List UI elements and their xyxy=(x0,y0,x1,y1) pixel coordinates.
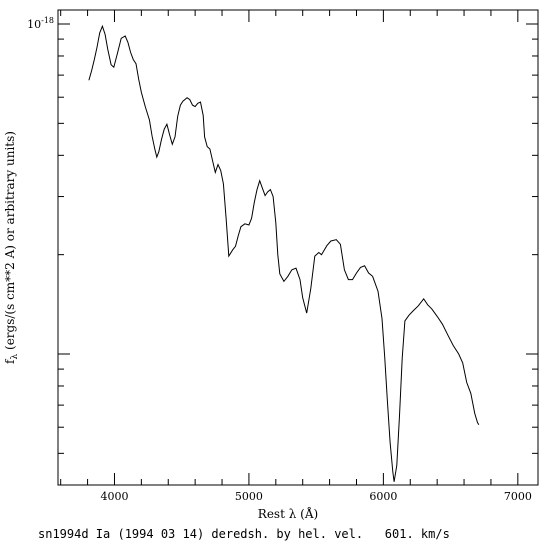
x-tick-label: 7000 xyxy=(504,490,532,503)
tick-labels: 4000 5000 6000 7000 xyxy=(100,490,531,503)
y-axis-label-base: f xyxy=(3,358,17,364)
x-tick-label: 6000 xyxy=(369,490,397,503)
y-axis-label: fλ (ergs/(s cm**2 A) or arbitrary units) xyxy=(3,131,20,364)
x-tick-label: 4000 xyxy=(100,490,128,503)
spectrum-line xyxy=(88,24,480,482)
y-axis-label-rest: (ergs/(s cm**2 A) or arbitrary units) xyxy=(3,131,17,354)
y-tick-label: 10-18 xyxy=(27,16,54,31)
x-tick-label: 5000 xyxy=(235,490,263,503)
y-axis-label-sub: λ xyxy=(10,354,20,360)
plot-frame xyxy=(57,9,539,486)
axis-ticks xyxy=(58,10,538,485)
spectrum-caption: sn1994d Ia (1994 03 14) deredsh. by hel.… xyxy=(38,527,450,541)
x-axis-label: Rest λ (Å) xyxy=(258,506,318,521)
y-tick-label-exp: -18 xyxy=(41,16,54,25)
y-tick-label-base: 10 xyxy=(27,18,41,31)
